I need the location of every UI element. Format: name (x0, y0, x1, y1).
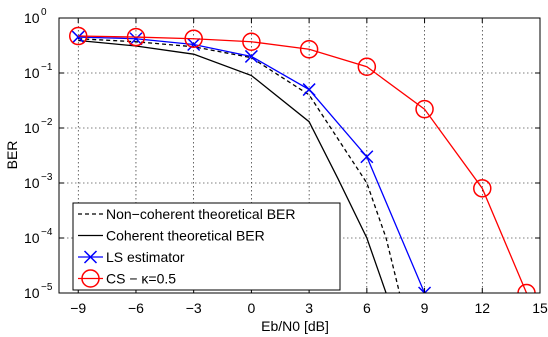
y-tick-exponent: −5 (41, 282, 53, 293)
x-tick-label: 9 (421, 300, 429, 316)
y-tick-exponent: 0 (41, 7, 47, 18)
marker-circle (242, 32, 261, 51)
y-tick-label: 10 (24, 120, 40, 136)
y-tick-label: 10 (24, 175, 40, 191)
marker-circle (184, 29, 203, 48)
y-tick-exponent: −2 (41, 117, 53, 128)
x-tick-label: 12 (474, 300, 490, 316)
y-tick-exponent: −1 (41, 62, 53, 73)
marker-cross (71, 30, 85, 44)
legend-entry: Non−coherent theoretical BER (78, 206, 296, 222)
x-tick-label: 3 (305, 300, 313, 316)
legend-label: CS − κ=0.5 (106, 271, 176, 287)
series-2 (71, 30, 432, 293)
marker-circle (473, 179, 492, 198)
plot-frame (58, 17, 541, 294)
y-tick-exponent: −4 (41, 227, 53, 238)
series-line (78, 39, 387, 293)
y-tick-label: 10 (24, 285, 40, 301)
legend: Non−coherent theoretical BER Coherent the… (72, 202, 341, 291)
series-line (78, 35, 528, 293)
x-axis-label: Eb/N0 [dB] (261, 318, 329, 334)
marker-circle (299, 40, 319, 59)
marker-circle (126, 27, 146, 47)
y-tick-label: 10 (24, 10, 40, 26)
y-tick-label: 10 (24, 65, 40, 81)
series-3 (68, 26, 536, 293)
legend-label: Non−coherent theoretical BER (106, 206, 296, 222)
series-1 (78, 39, 387, 293)
marker-circle (68, 26, 88, 46)
marker-circle (517, 283, 536, 293)
marker-cross (83, 250, 98, 264)
legend-box (72, 202, 341, 291)
marker-cross (302, 83, 316, 97)
legend-label: Coherent theoretical BER (106, 228, 265, 244)
y-tick-exponent: −3 (41, 172, 53, 183)
y-tick-label: 10 (24, 230, 40, 246)
x-tick-label: 0 (248, 300, 256, 316)
marker-cross (244, 49, 258, 63)
marker-cross (187, 37, 201, 52)
x-tick-label: −6 (128, 300, 144, 316)
y-axis-label: BER (4, 141, 20, 170)
legend-entry: CS − κ=0.5 (78, 269, 176, 288)
series-layer (68, 26, 536, 293)
x-tick-label: −3 (186, 300, 202, 316)
legend-entry: Coherent theoretical BER (78, 228, 265, 244)
legend-label: LS estimator (106, 249, 185, 265)
marker-cross (418, 286, 432, 293)
marker-circle (415, 99, 434, 119)
marker-cross (360, 150, 374, 164)
marker-circle (81, 269, 100, 288)
x-tick-label: −9 (70, 300, 86, 316)
marker-cross (129, 32, 143, 46)
legend-entry: LS estimator (78, 249, 185, 265)
x-axis-ticks: −9 −6 −3 0 3 6 9 12 15 (70, 18, 548, 316)
x-tick-label: 15 (532, 300, 548, 316)
x-tick-label: 6 (363, 300, 371, 316)
marker-circle (357, 57, 377, 76)
